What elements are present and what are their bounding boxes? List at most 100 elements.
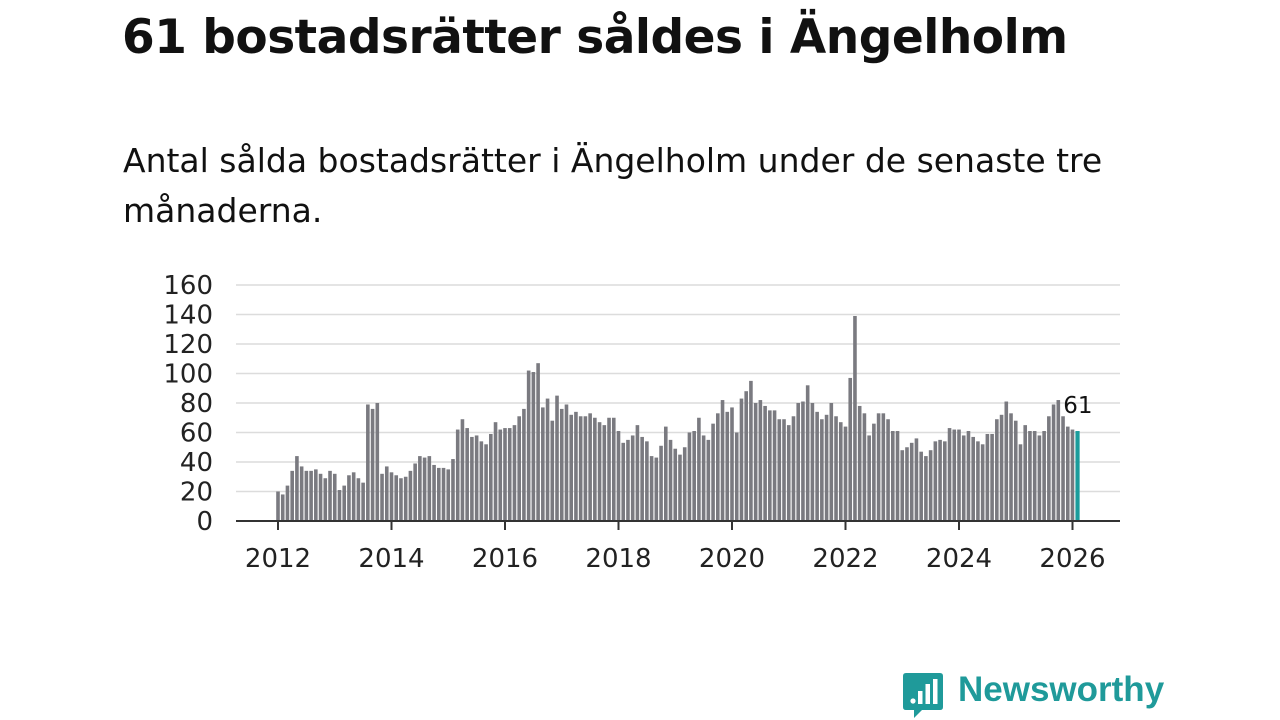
bar (432, 464, 436, 521)
bar (588, 413, 592, 521)
bar (730, 407, 734, 521)
bar (384, 466, 389, 521)
bar (474, 435, 479, 521)
bar (290, 470, 294, 521)
bar (1061, 416, 1065, 521)
brand-name: Newsworthy (958, 670, 1165, 709)
newsworthy-logo: Newsworthy (902, 670, 1165, 719)
bar (318, 473, 323, 521)
bar (782, 419, 786, 521)
bar (1042, 431, 1046, 521)
bar (1051, 404, 1056, 521)
bar (853, 315, 857, 521)
bar (895, 431, 900, 521)
bar (857, 405, 862, 521)
chart-subtitle: Antal sålda bostadsrätter i Ängelholm un… (123, 141, 1103, 230)
bar (295, 456, 299, 521)
bar (654, 457, 659, 521)
bar (304, 470, 309, 521)
bar (772, 410, 777, 522)
bar (299, 466, 304, 521)
bar (890, 431, 895, 521)
bar (351, 472, 356, 521)
y-tick-label: 120 (163, 330, 213, 360)
bar (678, 454, 682, 522)
data-label-latest: 61 (1063, 393, 1092, 419)
bar (810, 403, 815, 521)
x-tick-label: 2018 (585, 544, 651, 574)
bar (995, 419, 999, 521)
bar (418, 456, 422, 521)
bar (347, 475, 351, 521)
newsworthy-chart-bubble-icon (903, 673, 943, 718)
bar (753, 403, 758, 521)
bar (314, 469, 318, 522)
bar (701, 435, 706, 521)
bar (862, 413, 867, 521)
bar (413, 463, 417, 521)
bar (489, 433, 493, 521)
bar (559, 408, 564, 521)
bar (649, 456, 654, 521)
y-tick-label: 160 (163, 271, 213, 301)
bar (1018, 444, 1023, 521)
bar (749, 380, 753, 522)
bar (507, 428, 512, 521)
bar (801, 401, 805, 521)
bar (1009, 413, 1013, 521)
bar (980, 444, 985, 521)
bar (332, 473, 337, 521)
bar (834, 416, 838, 521)
y-tick-label: 80 (180, 389, 213, 419)
bar (924, 456, 928, 521)
bar (1047, 416, 1051, 521)
bar (843, 426, 848, 521)
bar (905, 447, 909, 521)
bar (545, 398, 550, 521)
bar (673, 448, 678, 521)
bar (441, 467, 446, 521)
bar (635, 425, 640, 522)
bar (687, 432, 692, 521)
bar (394, 475, 399, 521)
bar (1070, 429, 1075, 521)
bar (999, 414, 1004, 521)
bar (493, 422, 498, 521)
bar (460, 419, 465, 521)
bar (886, 419, 890, 521)
bar (479, 441, 484, 521)
bar (943, 441, 947, 521)
bar (909, 442, 914, 521)
bar (370, 408, 375, 521)
x-tick-label: 2014 (358, 544, 424, 574)
bar (985, 433, 990, 521)
bar (517, 416, 521, 521)
bar (470, 436, 474, 521)
bar (498, 429, 503, 521)
bar (952, 429, 957, 521)
bar (309, 470, 313, 521)
bar (914, 438, 919, 521)
bar (725, 411, 730, 521)
bar (366, 404, 370, 521)
x-tick-label: 2022 (812, 544, 878, 574)
bar (971, 436, 975, 521)
bar (1004, 401, 1009, 521)
y-tick-label: 40 (180, 448, 213, 478)
bar (550, 420, 555, 521)
bar (503, 428, 507, 521)
y-tick-label: 60 (180, 419, 213, 449)
bar (791, 416, 796, 521)
bar (1023, 425, 1028, 522)
bar (1028, 431, 1032, 521)
bar (1037, 435, 1042, 521)
bar (427, 456, 432, 521)
bar (990, 433, 994, 521)
bar (422, 457, 427, 521)
bar (976, 441, 980, 521)
bar (436, 467, 441, 521)
highlighted-bar (1075, 431, 1080, 521)
bar (607, 417, 611, 521)
bar (663, 426, 668, 521)
